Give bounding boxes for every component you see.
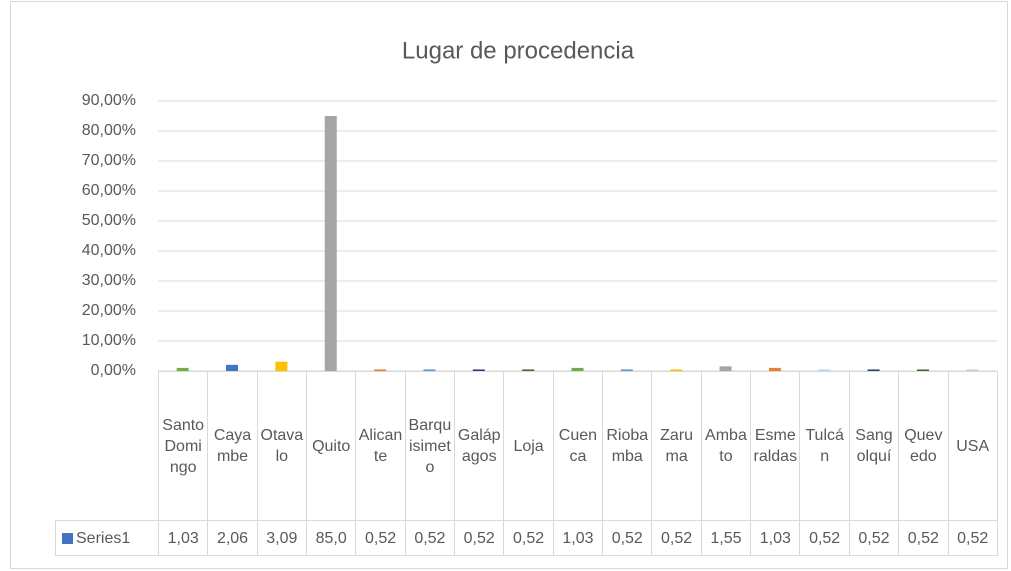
data-label: 1,03 [552,520,604,556]
bar [620,369,633,371]
y-tick-label: 50,00% [82,212,136,229]
bar [768,367,781,371]
y-tick-label: 10,00% [82,332,136,349]
x-tick-label: Sangolquí [848,371,900,521]
data-label: 1,03 [157,520,209,556]
x-tick-label: Cayambe [207,371,258,521]
bar [176,367,189,371]
y-tick-label: 30,00% [82,272,136,289]
data-label: 85,0 [306,520,357,556]
x-tick-label: Tulcán [799,371,850,521]
data-label: 1,03 [750,520,801,556]
legend-label: Series1 [76,529,131,547]
data-label: 0,52 [503,520,554,556]
bar [670,369,683,371]
x-tick-label: Zaruma [651,371,702,521]
bar [275,361,288,371]
bar [226,364,239,371]
data-label: 0,52 [848,520,900,556]
bar [571,367,584,371]
x-tick-label: USA [947,371,998,521]
data-label: 0,52 [651,520,702,556]
x-tick-label: Santo Domingo [157,371,209,521]
legend-key [62,532,73,544]
bar [818,369,831,371]
x-tick-label: Riobamba [602,371,653,521]
bar [324,116,337,371]
chart-frame [10,1,1008,569]
x-tick-label: Barquisimeto [404,371,456,521]
y-tick-label: 70,00% [82,152,136,169]
x-tick-label: Ambato [700,371,752,521]
x-tick-label: Loja [503,371,554,521]
x-tick-label: Esmeraldas [750,371,801,521]
bar [472,369,485,371]
y-tick-label: 80,00% [82,122,136,139]
bar [719,366,732,371]
x-tick-label: Cuenca [552,371,604,521]
data-label: 0,52 [947,520,998,556]
y-tick-label: 60,00% [82,182,136,199]
x-tick-label: Quevedo [898,371,949,521]
x-tick-label: Quito [306,371,357,521]
bar [374,369,387,371]
y-tick-label: 40,00% [82,242,136,259]
x-tick-label: Alicante [355,371,406,521]
data-table: Santo Domingo Cayambe Otavalo Quito Alicante… [55,371,998,556]
bar [522,369,535,371]
data-label: 0,52 [602,520,653,556]
data-label: 0,52 [404,520,456,556]
value-row: Series1 1,03 2,06 3,09 85,0 0,52 0,52 0,52 0,52 1… [55,520,998,556]
chart-title: Lugar de procedencia [402,37,635,64]
bar [867,369,880,371]
bar [966,369,979,371]
y-tick-label: 20,00% [82,302,136,319]
data-label: 0,52 [799,520,850,556]
y-tick-label: 90,00% [82,92,136,109]
data-label: 0,52 [454,520,505,556]
data-label: 2,06 [207,520,258,556]
blank-cell [55,371,159,521]
category-row: Santo Domingo Cayambe Otavalo Quito Alicante… [55,371,998,521]
data-label: 1,55 [700,520,752,556]
x-tick-label: Otavalo [256,371,308,521]
bar [916,369,929,371]
x-tick-label: Galápagos [454,371,505,521]
data-label: 3,09 [256,520,308,556]
bar [423,369,436,371]
legend-cell: Series1 [55,520,159,556]
data-label: 0,52 [355,520,406,556]
data-label: 0,52 [898,520,949,556]
